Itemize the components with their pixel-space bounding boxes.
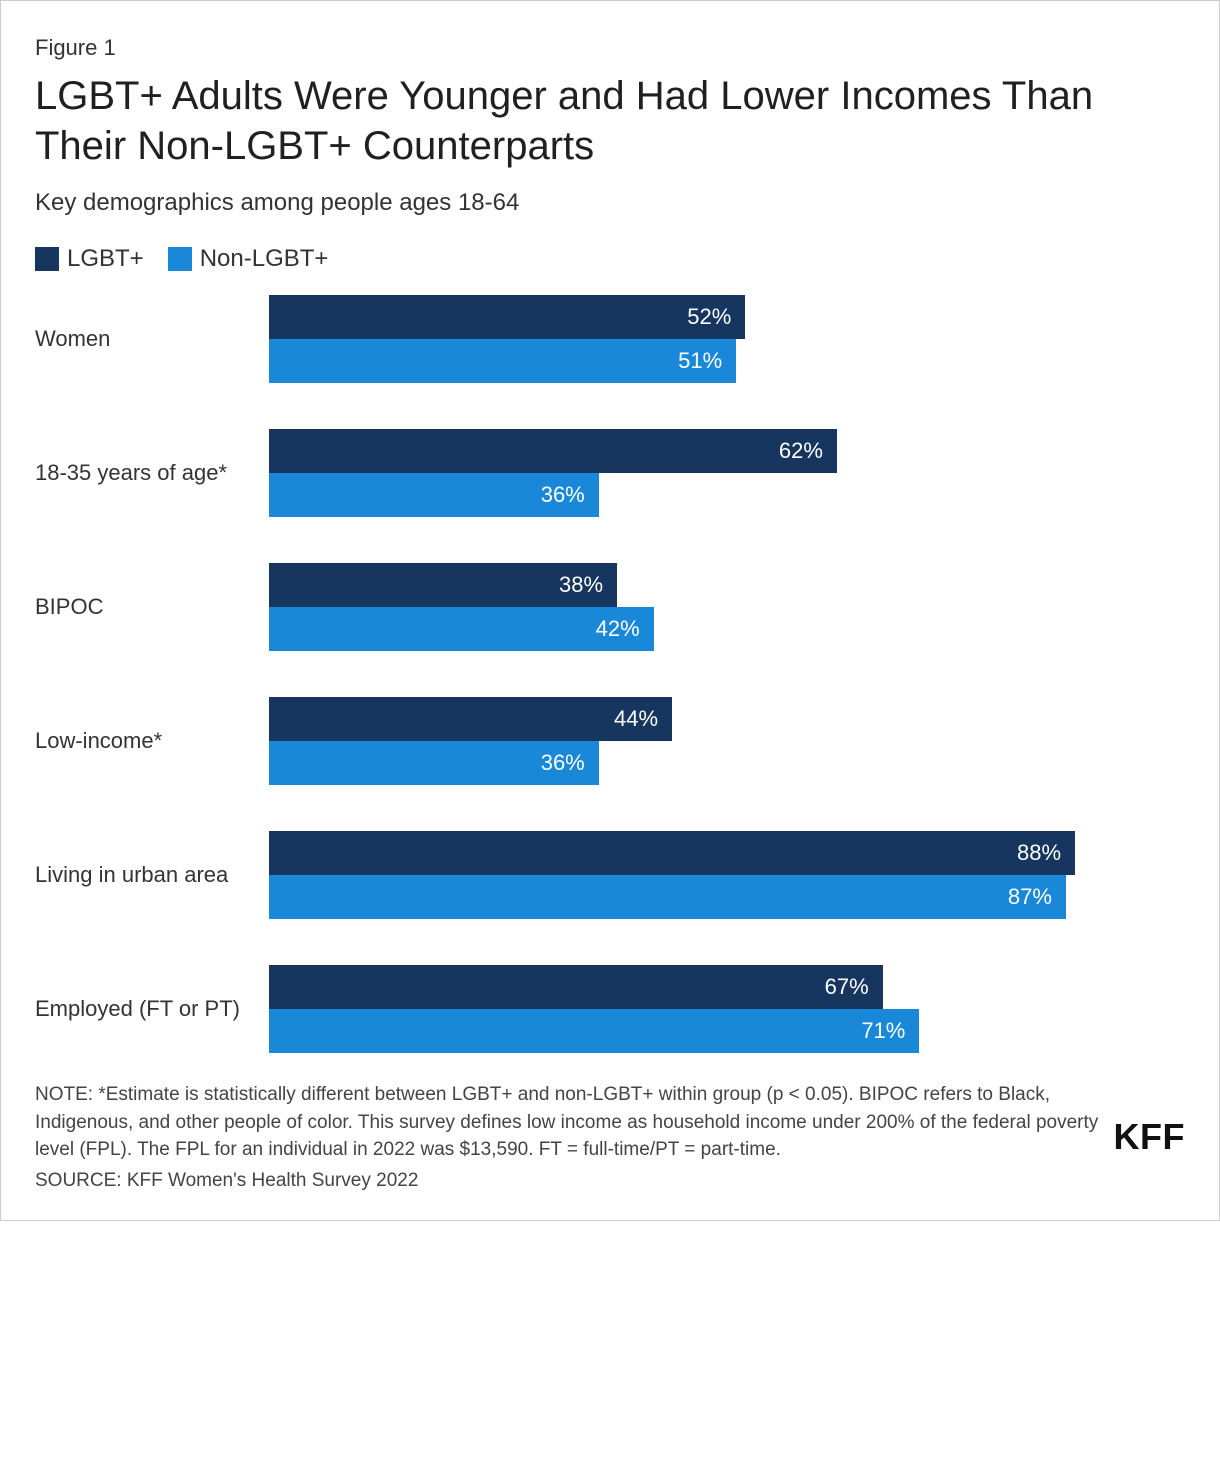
bar-track: 44%	[269, 697, 1185, 741]
chart-row: Women52%51%	[35, 295, 1185, 383]
source-text: SOURCE: KFF Women's Health Survey 2022	[35, 1170, 1102, 1192]
row-label: Women	[35, 326, 269, 352]
bar-lgbt: 62%	[269, 429, 837, 473]
bar-track: 67%	[269, 965, 1185, 1009]
legend-label-lgbt: LGBT+	[67, 245, 144, 273]
bar-non_lgbt: 42%	[269, 607, 654, 651]
bar-lgbt: 88%	[269, 831, 1075, 875]
bar-track: 38%	[269, 563, 1185, 607]
bars-column: 44%36%	[269, 697, 1185, 785]
row-label: Low-income*	[35, 728, 269, 754]
figure-frame: Figure 1 LGBT+ Adults Were Younger and H…	[0, 0, 1220, 1221]
legend-item-lgbt: LGBT+	[35, 245, 144, 273]
row-label: Living in urban area	[35, 862, 269, 888]
chart-row: Low-income*44%36%	[35, 697, 1185, 785]
bar-track: 52%	[269, 295, 1185, 339]
bar-non_lgbt: 36%	[269, 473, 599, 517]
bars-column: 38%42%	[269, 563, 1185, 651]
figure-number: Figure 1	[35, 35, 1185, 61]
chart-row: Employed (FT or PT)67%71%	[35, 965, 1185, 1053]
legend-swatch-lgbt	[35, 247, 59, 271]
bar-track: 62%	[269, 429, 1185, 473]
row-label: BIPOC	[35, 594, 269, 620]
bars-column: 62%36%	[269, 429, 1185, 517]
legend: LGBT+ Non-LGBT+	[35, 245, 1185, 273]
row-label: 18-35 years of age*	[35, 460, 269, 486]
bars-column: 67%71%	[269, 965, 1185, 1053]
bar-non_lgbt: 71%	[269, 1009, 919, 1053]
chart-row: BIPOC38%42%	[35, 563, 1185, 651]
bar-lgbt: 67%	[269, 965, 883, 1009]
bar-track: 42%	[269, 607, 1185, 651]
legend-swatch-non-lgbt	[168, 247, 192, 271]
bar-track: 36%	[269, 741, 1185, 785]
bar-lgbt: 44%	[269, 697, 672, 741]
bar-non_lgbt: 87%	[269, 875, 1066, 919]
legend-label-non-lgbt: Non-LGBT+	[200, 245, 329, 273]
bar-track: 87%	[269, 875, 1185, 919]
chart-row: Living in urban area88%87%	[35, 831, 1185, 919]
kff-logo: KFF	[1114, 1116, 1185, 1192]
bar-non_lgbt: 36%	[269, 741, 599, 785]
bar-track: 51%	[269, 339, 1185, 383]
footer: NOTE: *Estimate is statistically differe…	[35, 1081, 1185, 1192]
bars-column: 52%51%	[269, 295, 1185, 383]
legend-item-non-lgbt: Non-LGBT+	[168, 245, 329, 273]
chart-row: 18-35 years of age*62%36%	[35, 429, 1185, 517]
bars-column: 88%87%	[269, 831, 1185, 919]
note-text: NOTE: *Estimate is statistically differe…	[35, 1081, 1102, 1164]
bar-track: 36%	[269, 473, 1185, 517]
chart-title: LGBT+ Adults Were Younger and Had Lower …	[35, 71, 1185, 171]
bar-lgbt: 38%	[269, 563, 617, 607]
bar-track: 71%	[269, 1009, 1185, 1053]
bar-chart: Women52%51%18-35 years of age*62%36%BIPO…	[35, 295, 1185, 1053]
footer-text: NOTE: *Estimate is statistically differe…	[35, 1081, 1102, 1192]
row-label: Employed (FT or PT)	[35, 996, 269, 1022]
bar-lgbt: 52%	[269, 295, 745, 339]
bar-track: 88%	[269, 831, 1185, 875]
chart-subtitle: Key demographics among people ages 18-64	[35, 189, 1185, 217]
bar-non_lgbt: 51%	[269, 339, 736, 383]
